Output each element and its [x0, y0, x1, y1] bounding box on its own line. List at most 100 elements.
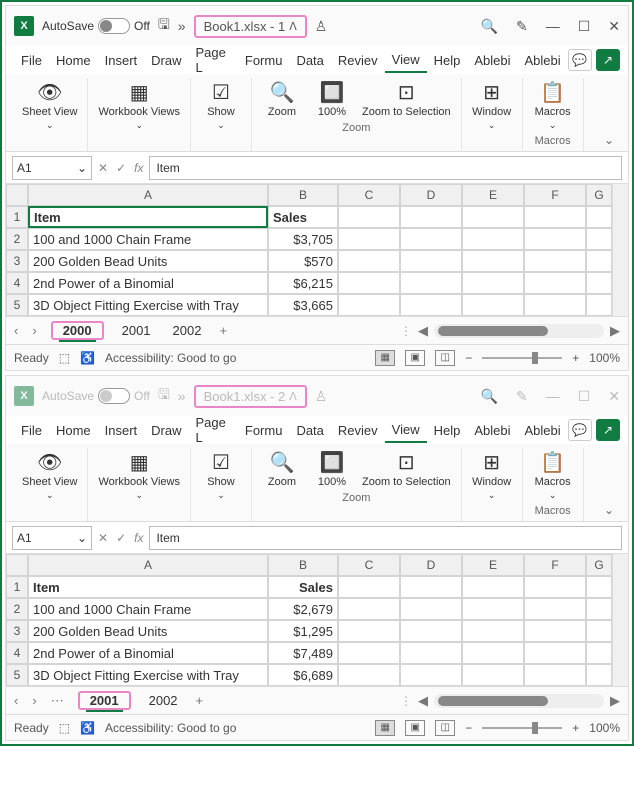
zoom-in-icon[interactable]: + [572, 351, 579, 365]
cell[interactable] [338, 206, 400, 228]
row-header[interactable]: 2 [6, 228, 28, 250]
menu-home[interactable]: Home [49, 419, 98, 442]
cell[interactable] [586, 576, 612, 598]
new-sheet-icon[interactable]: + [219, 323, 227, 338]
col-header[interactable]: G [586, 184, 612, 206]
autosave-toggle[interactable]: AutoSave Off [42, 18, 150, 34]
cell[interactable] [400, 294, 462, 316]
user-icon[interactable]: ♙ [315, 388, 328, 405]
macros-button[interactable]: 📋Macros⌄ [529, 78, 577, 133]
cell[interactable]: $3,705 [268, 228, 338, 250]
sheet-tab[interactable]: 2000 [59, 321, 96, 342]
search-icon[interactable]: 🔍 [481, 18, 498, 35]
cell[interactable]: 100 and 1000 Chain Frame [28, 598, 268, 620]
tab-prev-icon[interactable]: ‹ [14, 323, 18, 338]
accessibility-icon[interactable]: ♿ [80, 721, 95, 735]
col-header[interactable]: G [586, 554, 612, 576]
cell[interactable] [586, 206, 612, 228]
cell[interactable] [586, 620, 612, 642]
cell[interactable]: Sales [268, 576, 338, 598]
layout-view-icon[interactable]: ▣ [405, 720, 425, 736]
cell[interactable] [400, 206, 462, 228]
cell[interactable]: Item [28, 206, 268, 228]
window-button[interactable]: ⊞Window⌄ [468, 78, 516, 133]
col-header[interactable]: C [338, 554, 400, 576]
cell[interactable]: $2,679 [268, 598, 338, 620]
cell[interactable] [400, 228, 462, 250]
accessibility-icon[interactable]: ♿ [80, 351, 95, 365]
document-title[interactable]: Book1.xlsx - 1ᐱ [194, 15, 307, 38]
col-header[interactable]: F [524, 554, 586, 576]
cell[interactable] [338, 272, 400, 294]
col-header[interactable]: C [338, 184, 400, 206]
cancel-icon[interactable]: ✕ [98, 531, 108, 545]
horizontal-scrollbar[interactable] [434, 694, 604, 708]
name-box[interactable]: A1⌄ [12, 156, 92, 180]
scroll-left-icon[interactable]: ◀ [418, 323, 428, 339]
more-icon[interactable]: » [178, 388, 186, 404]
menu-review[interactable]: Reviev [331, 49, 385, 72]
cell[interactable] [338, 664, 400, 686]
cell[interactable] [338, 620, 400, 642]
row-header[interactable]: 4 [6, 272, 28, 294]
sheet-view-button[interactable]: 👁Sheet View⌄ [18, 78, 81, 133]
zoom-100-button[interactable]: 🔲100% [308, 78, 356, 120]
menu-data[interactable]: Data [289, 49, 330, 72]
cell[interactable] [586, 664, 612, 686]
zoom-out-icon[interactable]: − [465, 351, 472, 365]
zoom-selection-button[interactable]: ⊡Zoom to Selection [358, 78, 455, 120]
collapse-ribbon-icon[interactable]: ⌄ [596, 129, 622, 151]
cell[interactable] [462, 620, 524, 642]
scroll-right-icon[interactable]: ▶ [610, 323, 620, 339]
select-all-corner[interactable] [6, 554, 28, 576]
cell[interactable] [462, 576, 524, 598]
user-icon[interactable]: ♙ [315, 18, 328, 35]
autosave-toggle[interactable]: AutoSave Off [42, 388, 150, 404]
comments-button[interactable]: 💬 [568, 49, 592, 71]
horizontal-scrollbar[interactable] [434, 324, 604, 338]
menu-draw[interactable]: Draw [144, 419, 188, 442]
save-icon[interactable]: 🖫 [158, 384, 170, 408]
document-title[interactable]: Book1.xlsx - 2ᐱ [194, 385, 307, 408]
normal-view-icon[interactable]: ▦ [375, 350, 395, 366]
menu-data[interactable]: Data [289, 419, 330, 442]
cell[interactable] [524, 206, 586, 228]
share-button[interactable]: ↗ [596, 419, 620, 441]
menu-file[interactable]: File [14, 49, 49, 72]
scroll-left-icon[interactable]: ◀ [418, 693, 428, 709]
cell[interactable]: 3D Object Fitting Exercise with Tray [28, 664, 268, 686]
enter-icon[interactable]: ✓ [116, 161, 126, 175]
cell[interactable]: $3,665 [268, 294, 338, 316]
cell[interactable] [586, 228, 612, 250]
cell[interactable] [400, 642, 462, 664]
cell[interactable] [338, 250, 400, 272]
cell[interactable] [400, 272, 462, 294]
close-icon[interactable]: ✕ [608, 388, 620, 405]
fx-icon[interactable]: fx [134, 161, 143, 175]
cell[interactable] [586, 642, 612, 664]
cell[interactable] [586, 598, 612, 620]
cell[interactable]: $6,215 [268, 272, 338, 294]
cell[interactable]: $570 [268, 250, 338, 272]
zoom-slider[interactable] [482, 727, 562, 729]
col-header[interactable]: E [462, 184, 524, 206]
enter-icon[interactable]: ✓ [116, 531, 126, 545]
zoom-slider[interactable] [482, 357, 562, 359]
zoom-out-icon[interactable]: − [465, 721, 472, 735]
collapse-ribbon-icon[interactable]: ⌄ [596, 499, 622, 521]
row-header[interactable]: 1 [6, 576, 28, 598]
menu-formulas[interactable]: Formu [238, 419, 290, 442]
cell[interactable] [400, 250, 462, 272]
cell[interactable] [524, 664, 586, 686]
menu-view[interactable]: View [385, 48, 427, 73]
row-header[interactable]: 5 [6, 664, 28, 686]
cell[interactable] [338, 642, 400, 664]
menu-view[interactable]: View [385, 418, 427, 443]
cell[interactable]: 200 Golden Bead Units [28, 620, 268, 642]
pagebreak-view-icon[interactable]: ◫ [435, 720, 455, 736]
cell[interactable] [462, 250, 524, 272]
cell[interactable]: Item [28, 576, 268, 598]
cell[interactable] [524, 294, 586, 316]
maximize-icon[interactable]: ☐ [578, 388, 591, 405]
cell[interactable]: $7,489 [268, 642, 338, 664]
